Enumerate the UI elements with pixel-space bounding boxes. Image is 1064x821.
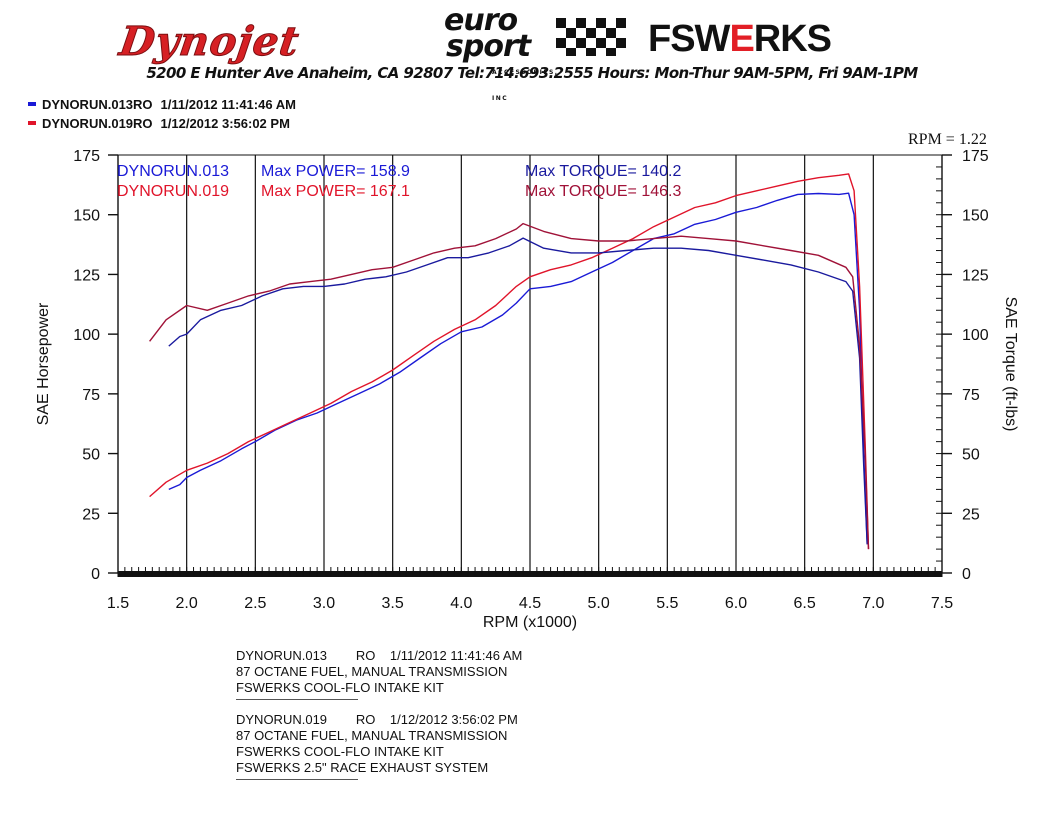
note-line: 87 OCTANE FUEL, MANUAL TRANSMISSION bbox=[236, 664, 508, 679]
red-swatch-icon bbox=[28, 121, 36, 125]
legend-max-torque: Max TORQUE= 140.2 bbox=[525, 163, 681, 180]
note-line: FSWERKS COOL-FLO INTAKE KIT bbox=[236, 744, 444, 759]
x-tick-label: 2.0 bbox=[176, 595, 198, 612]
x-tick-label: 7.0 bbox=[862, 595, 884, 612]
y-tick-label: 125 bbox=[73, 267, 100, 284]
y-tick-label: 0 bbox=[91, 566, 100, 583]
eurosport-logo-top: euro bbox=[444, 3, 518, 38]
fswerks-logo: FSWERKS bbox=[648, 18, 832, 61]
y-tick-label: 25 bbox=[82, 506, 100, 523]
series-lines bbox=[149, 173, 870, 550]
y2-tick-label: 25 bbox=[962, 506, 980, 523]
legend-max-torque: Max TORQUE= 146.3 bbox=[525, 183, 681, 200]
rpm-ratio: RPM = 1.22 bbox=[908, 131, 987, 148]
y-tick-label: 150 bbox=[73, 208, 100, 225]
x-tick-label: 7.5 bbox=[931, 595, 953, 612]
y-tick-label: 100 bbox=[73, 327, 100, 344]
x-tick-label: 3.0 bbox=[313, 595, 335, 612]
note-line: FSWERKS COOL-FLO INTAKE KIT bbox=[236, 680, 444, 695]
x-tick-label: 1.5 bbox=[107, 595, 129, 612]
y-tick-label: 50 bbox=[82, 447, 100, 464]
x-tick-label: 4.0 bbox=[450, 595, 472, 612]
run-header-timestamp: 1/12/2012 3:56:02 PM bbox=[160, 116, 290, 131]
checkered-flag-icon bbox=[556, 18, 626, 56]
series-dynorun-019-torque-line bbox=[149, 222, 870, 550]
x-tick-label: 6.5 bbox=[794, 595, 816, 612]
run-header-013: DYNORUN.013RO 1/11/2012 11:41:46 AM bbox=[28, 97, 296, 112]
dyno-chart: 0 0 25 25 50 50 75 75 100 100 125 125 150 150 175 175 1.… bbox=[35, 148, 1019, 631]
legend-run-name: DYNORUN.013 bbox=[117, 163, 229, 180]
series-dynorun-013-power-line bbox=[168, 192, 868, 545]
shop-address: 5200 E Hunter Ave Anaheim, CA 92807 Tel:… bbox=[146, 64, 918, 82]
x-tick-label: 2.5 bbox=[244, 595, 266, 612]
x-tick-label: 5.5 bbox=[656, 595, 678, 612]
x-tick-label: 5.0 bbox=[588, 595, 610, 612]
legend-max-power: Max POWER= 158.9 bbox=[261, 163, 410, 180]
legend-run-name: DYNORUN.019 bbox=[117, 183, 229, 200]
y2-tick-label: 50 bbox=[962, 447, 980, 464]
y2-tick-label: 75 bbox=[962, 387, 980, 404]
y2-tick-label: 100 bbox=[962, 327, 989, 344]
y2-axis-title: SAE Torque (ft-lbs) bbox=[1002, 297, 1019, 432]
note-line: DYNORUN.019 RO 1/12/2012 3:56:02 PM bbox=[236, 712, 518, 727]
chart-legend: DYNORUN.013 Max POWER= 158.9 Max TORQUE= 1… bbox=[117, 163, 681, 200]
y2-tick-label: 150 bbox=[962, 208, 989, 225]
divider bbox=[236, 779, 358, 780]
axes: 0 0 25 25 50 50 75 75 100 100 125 125 150 150 175 175 1.… bbox=[35, 148, 1019, 631]
y2-tick-label: 175 bbox=[962, 148, 989, 165]
fswerks-logo-c: RKS bbox=[753, 18, 832, 60]
run-notes-019: DYNORUN.019 RO 1/12/2012 3:56:02 PM 87 O… bbox=[236, 712, 518, 780]
series-dynorun-019-power-line bbox=[149, 173, 870, 550]
blue-swatch-icon bbox=[28, 102, 36, 106]
x-axis-title: RPM (x1000) bbox=[483, 614, 577, 631]
fswerks-logo-a: FSW bbox=[648, 18, 730, 60]
x-tick-label: 4.5 bbox=[519, 595, 541, 612]
y2-tick-label: 0 bbox=[962, 566, 971, 583]
eurosport-logo: euro sport ACCESSORIES, INC bbox=[444, 6, 557, 103]
fswerks-logo-b: E bbox=[729, 18, 754, 60]
series-dynorun-013-torque-line bbox=[168, 237, 868, 545]
grid-lines bbox=[186, 155, 874, 573]
eurosport-logo-sub: ACCESSORIES, INC bbox=[492, 69, 559, 102]
run-notes-013: DYNORUN.013 RO 1/11/2012 11:41:46 AM 87 … bbox=[236, 648, 522, 700]
y2-tick-label: 125 bbox=[962, 267, 989, 284]
note-line: DYNORUN.013 RO 1/11/2012 11:41:46 AM bbox=[236, 648, 523, 663]
run-header-019: DYNORUN.019RO 1/12/2012 3:56:02 PM bbox=[28, 116, 290, 131]
y-tick-label: 175 bbox=[73, 148, 100, 165]
run-header-name: DYNORUN.013RO bbox=[42, 97, 153, 112]
note-line: FSWERKS 2.5" RACE EXHAUST SYSTEM bbox=[236, 760, 489, 775]
divider bbox=[236, 699, 358, 700]
run-header-name: DYNORUN.019RO bbox=[42, 116, 153, 131]
y-axis-title: SAE Horsepower bbox=[35, 302, 52, 425]
x-tick-label: 3.5 bbox=[382, 595, 404, 612]
note-line: 87 OCTANE FUEL, MANUAL TRANSMISSION bbox=[236, 728, 508, 743]
run-header-timestamp: 1/11/2012 11:41:46 AM bbox=[160, 97, 296, 112]
x-tick-label: 6.0 bbox=[725, 595, 747, 612]
y-tick-label: 75 bbox=[82, 387, 100, 404]
legend-max-power: Max POWER= 167.1 bbox=[261, 183, 410, 200]
eurosport-logo-bottom: sport bbox=[446, 29, 531, 64]
